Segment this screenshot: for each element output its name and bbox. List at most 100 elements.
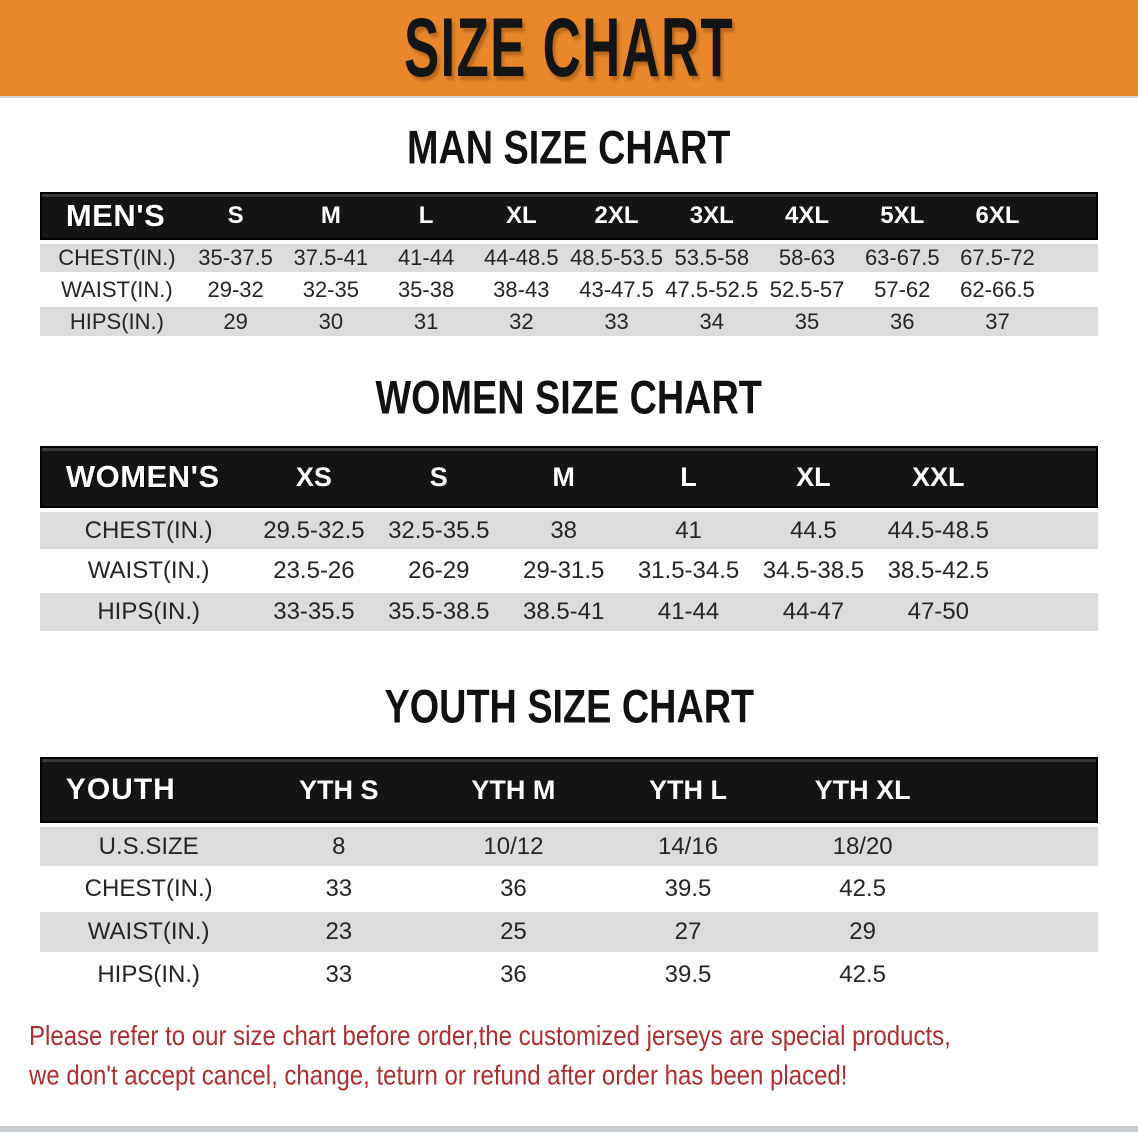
row-label: WAIST(IN.): [39, 909, 252, 952]
size-cell: 35-38: [378, 272, 474, 304]
footer-note: Please refer to our size chart before or…: [29, 1017, 1109, 1096]
men-col-header: XL: [473, 192, 569, 240]
size-cell: 58-63: [759, 240, 855, 272]
size-cell: 47-50: [875, 590, 1001, 631]
men-section-heading: MAN SIZE CHART: [0, 121, 1138, 174]
size-cell: 29: [775, 909, 950, 952]
size-cell: 52.5-57: [759, 272, 855, 304]
size-cell: 27: [600, 909, 776, 952]
footer-note-line2: we don't accept cancel, change, teturn o…: [29, 1059, 848, 1092]
size-cell: 33: [568, 304, 665, 336]
size-cell: 41-44: [378, 240, 474, 272]
filler-cell: [1045, 272, 1099, 304]
table-row: CHEST(IN.) 35-37.5 37.5-41 41-44 44-48.5 48.5…: [39, 240, 1099, 272]
size-cell: 48.5-53.5: [568, 240, 665, 272]
men-corner-label: MEN'S: [39, 192, 188, 240]
size-cell: 30: [283, 304, 379, 336]
row-label: WAIST(IN.): [39, 272, 188, 304]
size-cell: 35: [759, 304, 855, 336]
youth-table-slot: YOUTH YTH S YTH M YTH L YTH XL U.S.SIZE 8 10/12…: [0, 757, 1138, 995]
size-cell: 44-48.5: [473, 240, 569, 272]
size-cell: 37: [949, 304, 1046, 336]
women-section-heading: WOMEN SIZE CHART: [0, 371, 1138, 424]
men-header-row: MEN'S S M L XL 2XL 3XL 4XL 5XL 6XL: [39, 192, 1099, 240]
size-cell: 39.5: [600, 952, 776, 995]
size-cell: 41-44: [626, 590, 751, 631]
men-col-header: 2XL: [568, 192, 665, 240]
women-size-table: WOMEN'S XS S M L XL XXL CHEST(IN.) 29.5-32.5 32.5…: [39, 446, 1099, 631]
row-label: U.S.SIZE: [39, 823, 252, 866]
table-row: CHEST(IN.) 33 36 39.5 42.5: [39, 866, 1099, 909]
row-label: CHEST(IN.): [39, 866, 252, 909]
filler-cell: [949, 866, 1099, 909]
size-cell: 31: [378, 304, 474, 336]
size-cell: 29: [188, 304, 284, 336]
youth-section-heading-text: YOUTH SIZE CHART: [384, 680, 754, 733]
row-label: CHEST(IN.): [39, 240, 188, 272]
youth-col-header: YTH L: [600, 757, 776, 823]
size-cell: 36: [854, 304, 950, 336]
size-cell: 34: [664, 304, 760, 336]
row-label: HIPS(IN.): [39, 952, 252, 995]
size-cell: 14/16: [600, 823, 776, 866]
size-cell: 32.5-35.5: [376, 508, 502, 549]
size-cell: 34.5-38.5: [750, 549, 876, 590]
banner-title: SIZE CHART: [404, 1, 734, 94]
size-cell: 18/20: [775, 823, 950, 866]
youth-col-header: YTH M: [426, 757, 601, 823]
youth-corner-label: YOUTH: [39, 757, 252, 823]
size-cell: 38.5-41: [501, 590, 627, 631]
filler-cell: [949, 952, 1099, 995]
size-cell: 44.5: [750, 508, 876, 549]
size-cell: 57-62: [854, 272, 950, 304]
size-cell: 38: [501, 508, 627, 549]
row-label: HIPS(IN.): [39, 590, 252, 631]
size-cell: 37.5-41: [283, 240, 379, 272]
women-col-header: XL: [750, 446, 876, 508]
size-cell: 31.5-34.5: [626, 549, 751, 590]
women-col-header: XXL: [875, 446, 1001, 508]
size-cell: 10/12: [426, 823, 601, 866]
women-corner-label: WOMEN'S: [39, 446, 252, 508]
table-row: WAIST(IN.) 23 25 27 29: [39, 909, 1099, 952]
size-cell: 44-47: [750, 590, 876, 631]
size-cell: 38-43: [473, 272, 569, 304]
men-col-header: 3XL: [664, 192, 760, 240]
filler-cell: [949, 909, 1099, 952]
size-cell: 44.5-48.5: [875, 508, 1001, 549]
row-label: HIPS(IN.): [39, 304, 188, 336]
size-cell: 35-37.5: [188, 240, 284, 272]
men-size-table: MEN'S S M L XL 2XL 3XL 4XL 5XL 6XL CHEST(IN.) 35-37…: [39, 192, 1099, 336]
size-cell: 33: [251, 866, 427, 909]
size-cell: 32-35: [283, 272, 379, 304]
banner: SIZE CHART: [0, 0, 1138, 98]
size-cell: 38.5-42.5: [875, 549, 1001, 590]
size-cell: 43-47.5: [568, 272, 665, 304]
size-cell: 67.5-72: [949, 240, 1046, 272]
youth-size-table: YOUTH YTH S YTH M YTH L YTH XL U.S.SIZE 8 10/12…: [39, 757, 1099, 995]
table-row: HIPS(IN.) 29 30 31 32 33 34 35 36 37: [39, 304, 1099, 336]
filler-cell: [1000, 590, 1099, 631]
filler-cell: [949, 757, 1099, 823]
men-section-heading-text: MAN SIZE CHART: [407, 121, 731, 174]
men-col-header: 6XL: [949, 192, 1046, 240]
size-cell: 33-35.5: [251, 590, 377, 631]
size-cell: 32: [473, 304, 569, 336]
filler-cell: [1045, 240, 1099, 272]
men-table-slot: MEN'S S M L XL 2XL 3XL 4XL 5XL 6XL CHEST(IN.) 35-37…: [0, 192, 1138, 336]
size-cell: 62-66.5: [949, 272, 1046, 304]
women-col-header: M: [501, 446, 627, 508]
table-row: HIPS(IN.) 33-35.5 35.5-38.5 38.5-41 41-44 44-…: [39, 590, 1099, 631]
table-row: CHEST(IN.) 29.5-32.5 32.5-35.5 38 41 44.5 44.5…: [39, 508, 1099, 549]
women-table-slot: WOMEN'S XS S M L XL XXL CHEST(IN.) 29.5-32.5 32.5…: [0, 446, 1138, 631]
size-cell: 41: [626, 508, 751, 549]
table-row: HIPS(IN.) 33 36 39.5 42.5: [39, 952, 1099, 995]
size-cell: 39.5: [600, 866, 776, 909]
filler-cell: [1000, 508, 1099, 549]
size-cell: 35.5-38.5: [376, 590, 502, 631]
women-section-heading-text: WOMEN SIZE CHART: [375, 371, 763, 424]
size-cell: 53.5-58: [664, 240, 760, 272]
size-cell: 36: [426, 952, 601, 995]
men-col-header: 4XL: [759, 192, 855, 240]
